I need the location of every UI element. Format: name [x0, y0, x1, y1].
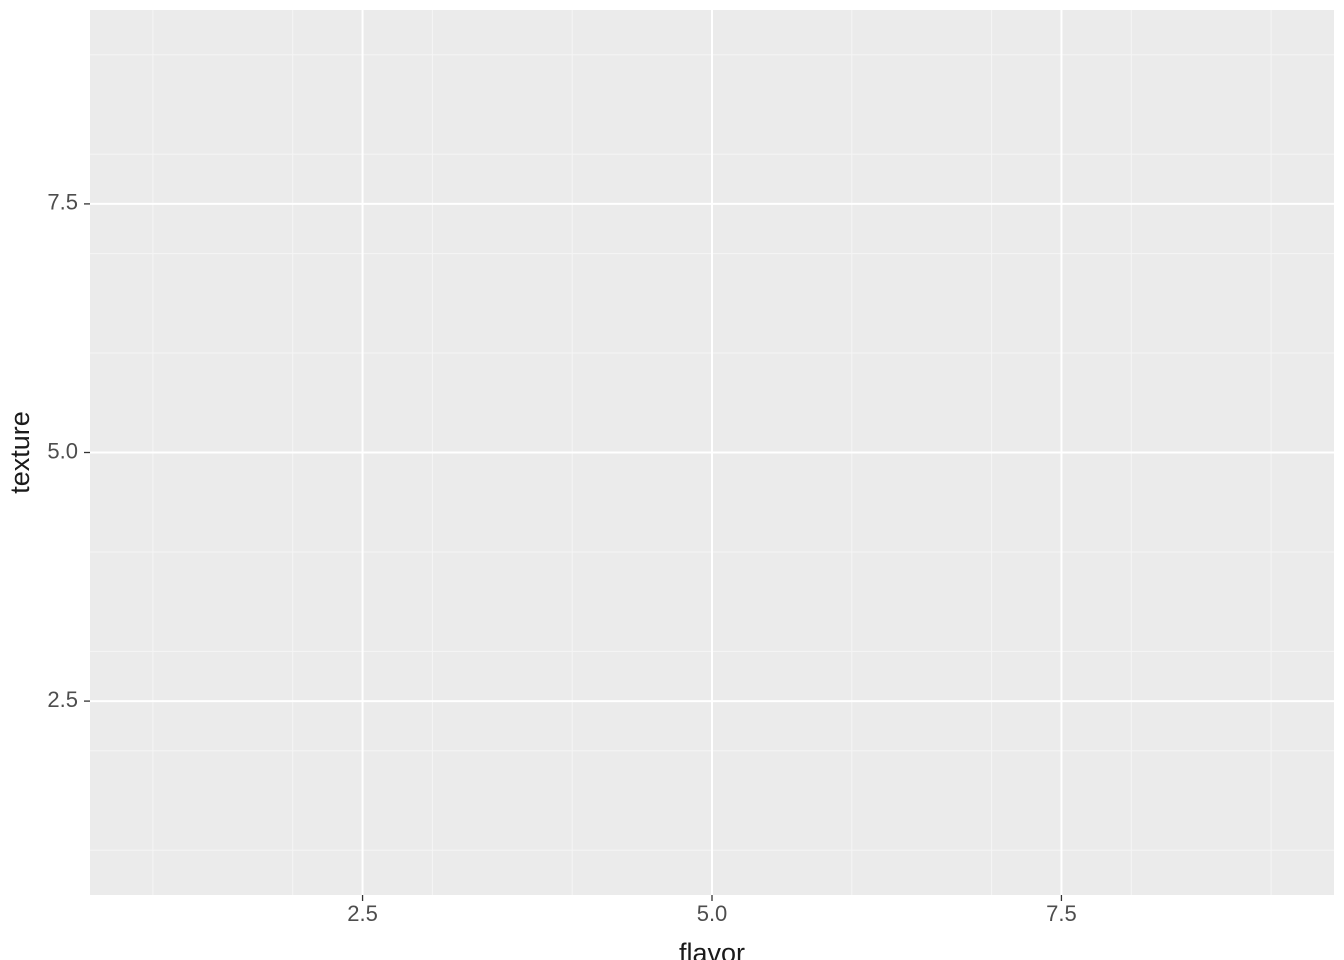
x-axis-title: flavor [679, 938, 745, 960]
x-axis-ticks: 2.5 5.0 7.5 [347, 895, 1076, 926]
chart-container: 2.5 5.0 7.5 2.5 5.0 7.5 flavor texture [0, 0, 1344, 960]
y-tick-label: 7.5 [47, 190, 78, 215]
y-tick-label: 2.5 [47, 687, 78, 712]
x-tick-label: 7.5 [1046, 901, 1077, 926]
chart-svg: 2.5 5.0 7.5 2.5 5.0 7.5 flavor texture [0, 0, 1344, 960]
y-axis-ticks: 2.5 5.0 7.5 [47, 190, 90, 712]
x-tick-label: 5.0 [697, 901, 728, 926]
y-axis-title: texture [5, 411, 35, 494]
y-tick-label: 5.0 [47, 438, 78, 463]
x-tick-label: 2.5 [347, 901, 378, 926]
